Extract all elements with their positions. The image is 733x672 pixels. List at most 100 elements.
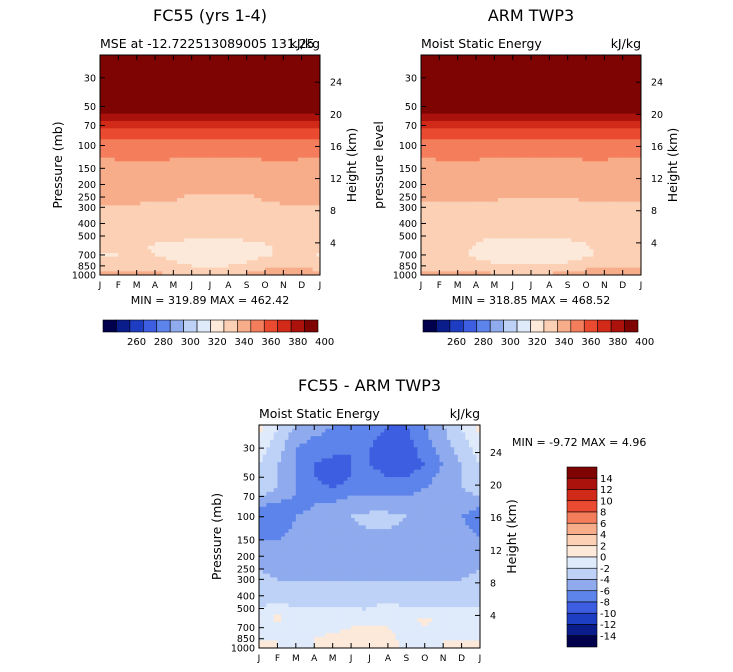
field-cell <box>432 95 437 100</box>
field-cell <box>118 154 123 159</box>
field-cell <box>125 198 130 203</box>
field-cell <box>608 80 613 85</box>
field-cell <box>254 267 259 272</box>
field-cell <box>177 62 182 67</box>
field-cell <box>254 132 259 137</box>
field-cell <box>239 117 244 122</box>
field-cell <box>228 212 233 217</box>
field-cell <box>261 260 266 265</box>
field-cell <box>268 260 273 265</box>
field-cell <box>309 69 314 74</box>
field-cell <box>180 69 185 74</box>
field-cell <box>637 99 641 104</box>
field-cell <box>162 77 167 82</box>
field-cell <box>534 55 539 60</box>
field-cell <box>578 121 583 126</box>
field-cell <box>177 256 182 261</box>
field-cell <box>476 124 481 129</box>
field-cell <box>136 135 141 140</box>
field-cell <box>177 73 182 78</box>
field-cell <box>133 267 138 272</box>
field-cell <box>195 66 200 71</box>
field-cell <box>169 253 174 258</box>
field-cell <box>272 121 277 126</box>
field-cell <box>254 256 259 261</box>
field-cell <box>589 91 594 96</box>
field-cell <box>144 91 149 96</box>
field-cell <box>421 124 426 129</box>
field-cell <box>287 110 292 115</box>
field-cell <box>250 172 255 177</box>
field-cell <box>301 95 306 100</box>
field-cell <box>575 58 580 63</box>
field-cell <box>118 132 123 137</box>
field-cell <box>125 128 130 133</box>
field-cell <box>173 209 178 214</box>
field-cell <box>575 110 580 115</box>
field-cell <box>276 216 281 221</box>
field-cell <box>111 238 116 243</box>
field-cell <box>184 168 189 173</box>
field-cell <box>545 121 550 126</box>
field-cell <box>479 77 484 82</box>
field-cell <box>221 62 226 67</box>
field-cell <box>133 179 138 184</box>
field-cell <box>158 73 163 78</box>
field-cell <box>268 106 273 111</box>
field-cell <box>279 113 284 118</box>
field-cell <box>250 234 255 239</box>
field-cell <box>472 88 477 93</box>
field-cell <box>136 58 141 63</box>
field-cell <box>494 73 499 78</box>
field-cell <box>166 172 171 177</box>
field-cell <box>523 69 528 74</box>
field-cell <box>221 231 226 236</box>
field-cell <box>567 99 572 104</box>
field-cell <box>129 132 134 137</box>
field-cell <box>213 69 218 74</box>
field-cell <box>454 84 459 89</box>
field-cell <box>224 223 229 228</box>
field-cell <box>290 102 295 107</box>
field-cell <box>111 198 116 203</box>
field-cell <box>184 124 189 129</box>
field-cell <box>250 113 255 118</box>
field-cell <box>494 110 499 115</box>
field-cell <box>162 84 167 89</box>
field-cell <box>107 121 112 126</box>
field-cell <box>312 179 317 184</box>
field-cell <box>272 245 277 250</box>
field-cell <box>232 66 237 71</box>
field-cell <box>188 91 193 96</box>
field-cell <box>232 264 237 269</box>
field-cell <box>261 55 266 60</box>
field-cell <box>136 209 141 214</box>
field-cell <box>501 102 506 107</box>
field-cell <box>224 238 229 243</box>
field-cell <box>206 110 211 115</box>
field-cell <box>279 187 284 192</box>
field-cell <box>312 99 317 104</box>
field-cell <box>600 58 605 63</box>
field-cell <box>210 161 215 166</box>
field-cell <box>450 55 455 60</box>
field-cell <box>611 102 616 107</box>
field-cell <box>133 121 138 126</box>
field-cell <box>268 161 273 166</box>
field-cell <box>232 194 237 199</box>
field-cell <box>622 62 627 67</box>
field-cell <box>250 102 255 107</box>
field-cell <box>140 157 145 162</box>
field-cell <box>298 249 303 254</box>
field-cell <box>118 194 123 199</box>
field-cell <box>309 117 314 122</box>
field-cell <box>501 132 506 137</box>
field-cell <box>254 113 259 118</box>
field-cell <box>155 55 160 60</box>
field-cell <box>144 245 149 250</box>
field-cell <box>276 84 281 89</box>
field-cell <box>578 84 583 89</box>
field-cell <box>158 80 163 85</box>
field-cell <box>184 260 189 265</box>
field-cell <box>279 256 284 261</box>
